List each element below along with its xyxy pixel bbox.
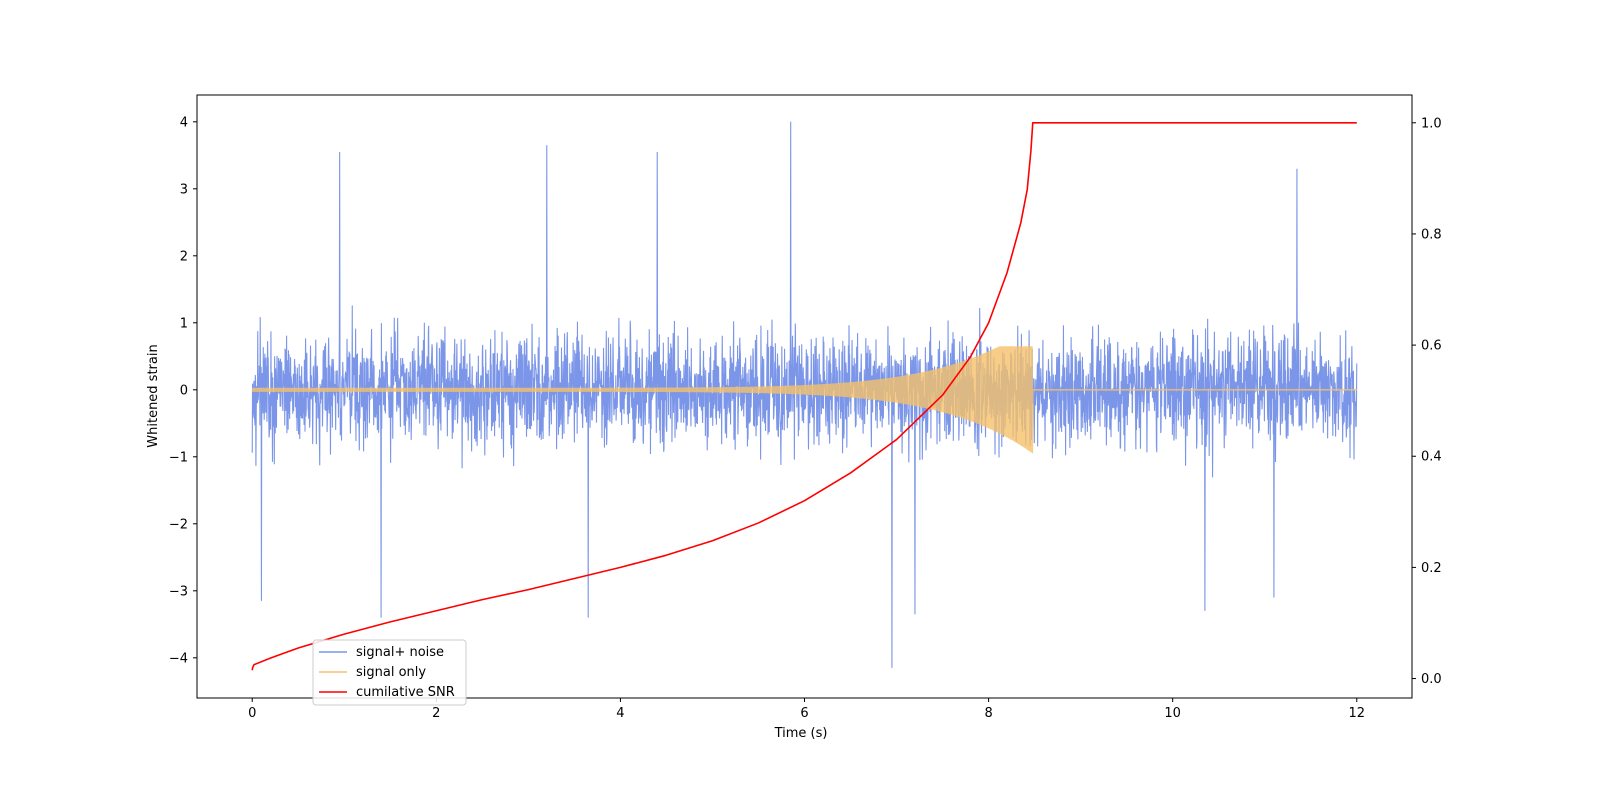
y2-tick-label: 0.8 [1421,227,1442,242]
series-line-signal-noise [251,121,1358,668]
y-tick-label: −3 [169,584,188,599]
x-tick-label: 12 [1348,706,1365,721]
legend-label-signal-only: signal only [356,665,426,680]
x-tick-label: 6 [800,706,808,721]
legend-label-signal-noise: signal+ noise [356,645,444,660]
y-tick-label: 0 [180,383,188,398]
x-tick-label: 0 [248,706,256,721]
legend: signal+ noise signal only cumilative SNR [312,639,467,706]
legend-box [312,639,467,706]
x-tick-label: 2 [432,706,440,721]
y-axis-left: −4 −3 −2 −1 0 1 2 3 4 [169,115,197,666]
x-tick-label: 8 [984,706,992,721]
y2-tick-label: 0.6 [1421,339,1442,354]
x-tick-label: 10 [1164,706,1181,721]
x-axis-label: Time (s) [774,726,828,741]
y-tick-label: −1 [169,450,188,465]
y-axis-right: 0.0 0.2 0.4 0.6 0.8 1.0 [1412,116,1442,687]
y-tick-label: 2 [180,249,188,264]
y-axis-label: Whitened strain [146,344,161,447]
y-tick-label: −2 [169,517,188,532]
y-tick-label: 4 [180,115,188,130]
y-tick-label: 1 [180,316,188,331]
series-line-signal-only [251,346,1358,454]
series-signal-only [251,346,1358,454]
x-tick-label: 4 [616,706,624,721]
y2-tick-label: 0.0 [1421,672,1442,687]
y2-tick-label: 1.0 [1421,116,1442,131]
y2-tick-label: 0.2 [1421,561,1442,576]
legend-label-cumulative-snr: cumilative SNR [356,685,455,700]
y2-tick-label: 0.4 [1421,450,1442,465]
series-signal-noise [251,121,1358,668]
y-tick-label: 3 [180,182,188,197]
y-tick-label: −4 [169,651,188,666]
